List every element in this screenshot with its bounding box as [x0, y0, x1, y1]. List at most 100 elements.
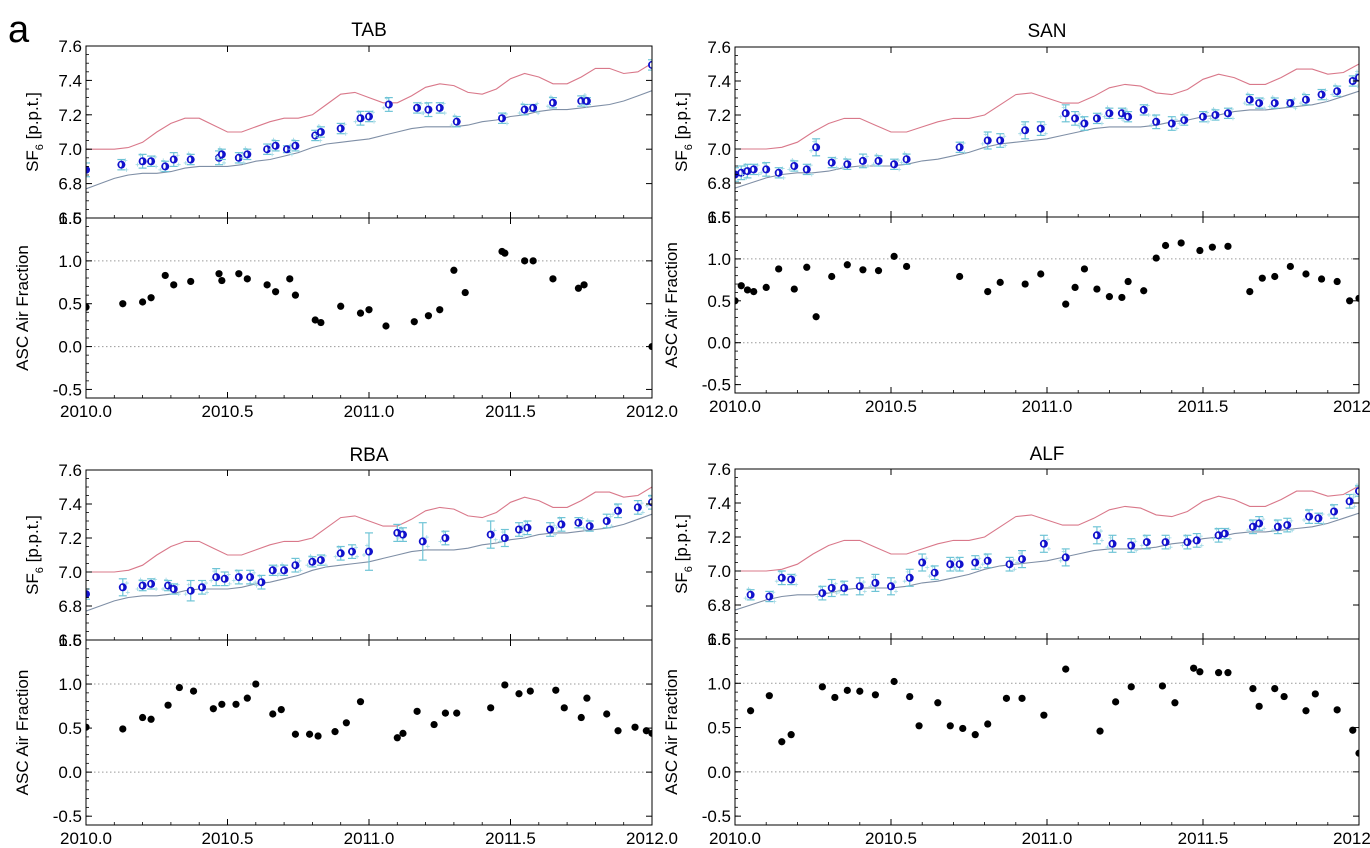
- sf6-point-highlight: [548, 527, 551, 532]
- fraction-data-point: [790, 285, 798, 293]
- raw-sample-mark: [1061, 549, 1066, 554]
- x-tick-label: 2011.5: [1178, 829, 1229, 848]
- raw-sample-mark: [1352, 504, 1357, 509]
- sf6-point-highlight: [284, 146, 288, 152]
- y-tick-label: 7.0: [58, 563, 82, 582]
- raw-sample-mark: [1298, 101, 1303, 106]
- fraction-data-point: [859, 266, 867, 274]
- lower-envelope-line: [86, 90, 652, 190]
- raw-sample-mark: [977, 556, 982, 561]
- sf6-point-highlight: [1129, 543, 1132, 548]
- y-tick-label: 7.4: [707, 72, 731, 91]
- raw-sample-mark: [1261, 517, 1266, 522]
- y-tick-label: 1.0: [58, 675, 82, 694]
- y-tick-label: 7.4: [707, 494, 731, 513]
- raw-sample-mark: [449, 123, 454, 128]
- raw-sample-mark: [1199, 543, 1204, 548]
- raw-sample-mark: [1061, 105, 1066, 110]
- sf6-point-highlight: [1272, 100, 1276, 106]
- raw-sample-mark: [231, 578, 236, 583]
- sf6-plot-area: [735, 63, 1359, 189]
- fraction-plot-area: [735, 664, 1359, 773]
- sf6-point-highlight: [857, 583, 861, 589]
- sf6-point-highlight: [1257, 100, 1260, 106]
- fraction-axis-label: ASC Air Fraction: [662, 669, 681, 795]
- fraction-data-point: [235, 270, 243, 278]
- raw-sample-mark: [517, 111, 522, 116]
- sf6-point-highlight: [1356, 75, 1359, 80]
- y-tick-label: 1.5: [707, 208, 731, 227]
- sf6-point-highlight: [792, 163, 795, 169]
- raw-sample-mark: [1105, 545, 1110, 550]
- y-tick-label: 7.0: [707, 562, 731, 581]
- raw-sample-mark: [252, 570, 257, 575]
- fraction-data-point: [1158, 682, 1167, 690]
- y-tick-label: -0.5: [53, 807, 82, 826]
- raw-sample-mark: [1139, 543, 1144, 548]
- fraction-data-point: [314, 732, 322, 740]
- sf6-point-highlight: [165, 583, 169, 588]
- raw-sample-mark: [1015, 560, 1020, 565]
- y-tick-label: -0.5: [702, 807, 731, 826]
- fraction-data-point: [1271, 272, 1279, 281]
- sf6-point-highlight: [739, 170, 742, 176]
- sf6-point-highlight: [488, 532, 492, 537]
- fraction-data-point: [906, 692, 914, 701]
- sf6-point-highlight: [820, 590, 823, 596]
- raw-sample-mark: [1352, 492, 1356, 497]
- sf6-point-highlight: [338, 126, 342, 131]
- sf6-point-highlight: [1119, 110, 1123, 116]
- sf6-point-highlight: [245, 151, 248, 157]
- sf6-point-highlight: [358, 115, 362, 121]
- x-tick-label: 2011.0: [344, 829, 395, 848]
- x-tick-label: 2011.0: [1022, 829, 1073, 848]
- fraction-data-point: [1224, 669, 1232, 677]
- raw-sample-mark: [288, 147, 293, 152]
- y-tick-label: 7.6: [707, 460, 731, 479]
- fraction-data-point: [934, 699, 942, 707]
- sf6-plot-area: [86, 59, 652, 190]
- fraction-data-point: [803, 263, 811, 271]
- sf6-point-highlight: [814, 144, 817, 150]
- sf6-point-highlight: [1288, 100, 1291, 106]
- raw-sample-mark: [1262, 526, 1267, 531]
- sf6-point-highlight: [395, 530, 398, 536]
- raw-sample-mark: [1208, 116, 1213, 121]
- raw-sample-mark: [1293, 106, 1298, 111]
- sf6-point-highlight: [236, 574, 240, 580]
- raw-sample-mark: [1355, 69, 1359, 74]
- fraction-data-point: [1096, 727, 1104, 735]
- raw-sample-mark: [978, 565, 983, 570]
- raw-sample-mark: [214, 155, 219, 160]
- raw-sample-mark: [425, 544, 430, 549]
- sf6-point-highlight: [920, 560, 923, 565]
- fraction-data-point: [762, 283, 770, 291]
- sf6-point-highlight: [776, 170, 780, 176]
- raw-sample-mark: [226, 572, 231, 577]
- x-tick-label: 2012.0: [1333, 397, 1370, 416]
- x-tick-label: 2010.5: [202, 829, 254, 848]
- raw-sample-mark: [254, 583, 259, 588]
- raw-sample-mark: [837, 589, 842, 594]
- y-tick-label: 6.8: [58, 175, 82, 194]
- sf6-point-highlight: [615, 508, 619, 514]
- sf6-point-highlight: [349, 549, 353, 554]
- sf6-axes-frame: [85, 45, 653, 219]
- y-tick-label: -0.5: [702, 376, 731, 395]
- fraction-data-point: [1105, 293, 1113, 301]
- raw-sample-mark: [865, 164, 870, 168]
- fraction-data-point: [382, 322, 390, 330]
- raw-sample-mark: [740, 172, 745, 177]
- fraction-data-point: [161, 271, 169, 280]
- raw-sample-mark: [1102, 114, 1107, 119]
- fraction-data-point: [1152, 254, 1160, 262]
- sf6-point-highlight: [892, 161, 895, 167]
- fraction-axes-frame: [734, 216, 1360, 394]
- fraction-data-point: [170, 281, 178, 289]
- sf6-point-highlight: [745, 168, 748, 174]
- fraction-data-point: [342, 719, 350, 727]
- raw-sample-mark: [353, 119, 358, 124]
- fraction-data-point: [461, 288, 469, 297]
- sf6-point-highlight: [1257, 521, 1260, 526]
